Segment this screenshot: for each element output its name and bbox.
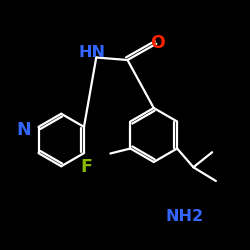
Text: HN: HN bbox=[79, 45, 106, 60]
Text: NH2: NH2 bbox=[166, 209, 204, 224]
Text: O: O bbox=[150, 34, 165, 52]
Text: F: F bbox=[80, 158, 92, 176]
Text: N: N bbox=[16, 121, 31, 139]
